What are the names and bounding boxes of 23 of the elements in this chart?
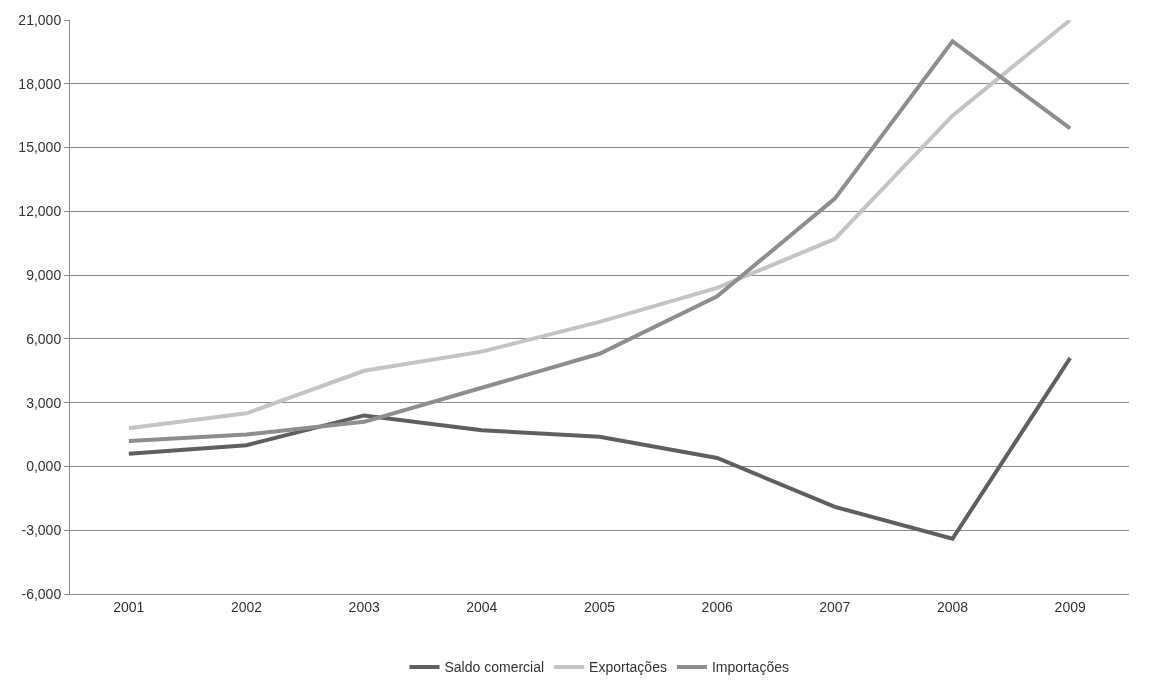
x-tick-label: 2005 (583, 598, 616, 615)
x-tick-label: 2009 (1054, 598, 1086, 615)
y-tick-label: 0,000 (26, 458, 62, 475)
x-tick-label: 2008 (936, 598, 969, 615)
x-tick-label: 2003 (348, 598, 380, 615)
x-tick-label: 2001 (113, 598, 145, 615)
y-tick-label: 18,000 (18, 75, 62, 92)
x-tick-label: 2002 (230, 598, 263, 615)
y-tick-label: -6,000 (21, 585, 62, 602)
y-tick-label: 3,000 (26, 394, 62, 411)
x-tick-label: 2006 (701, 598, 733, 615)
y-tick-label: 12,000 (18, 203, 62, 220)
y-tick-label: -3,000 (21, 522, 62, 539)
legend-label: Saldo comercial (444, 659, 545, 676)
legend-label: Exportações (589, 659, 667, 676)
y-tick-label: 9,000 (26, 267, 62, 284)
y-tick-label: 6,000 (26, 330, 62, 347)
x-tick-label: 2007 (819, 598, 851, 615)
y-tick-label: 15,000 (18, 139, 62, 156)
legend-label: Importações (711, 659, 789, 676)
x-tick-label: 2004 (466, 598, 498, 615)
line-series (126, 356, 1073, 541)
y-tick-label: 21,000 (18, 11, 62, 28)
